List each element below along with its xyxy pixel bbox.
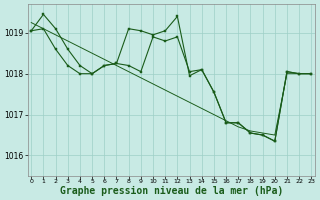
X-axis label: Graphe pression niveau de la mer (hPa): Graphe pression niveau de la mer (hPa): [60, 186, 283, 196]
